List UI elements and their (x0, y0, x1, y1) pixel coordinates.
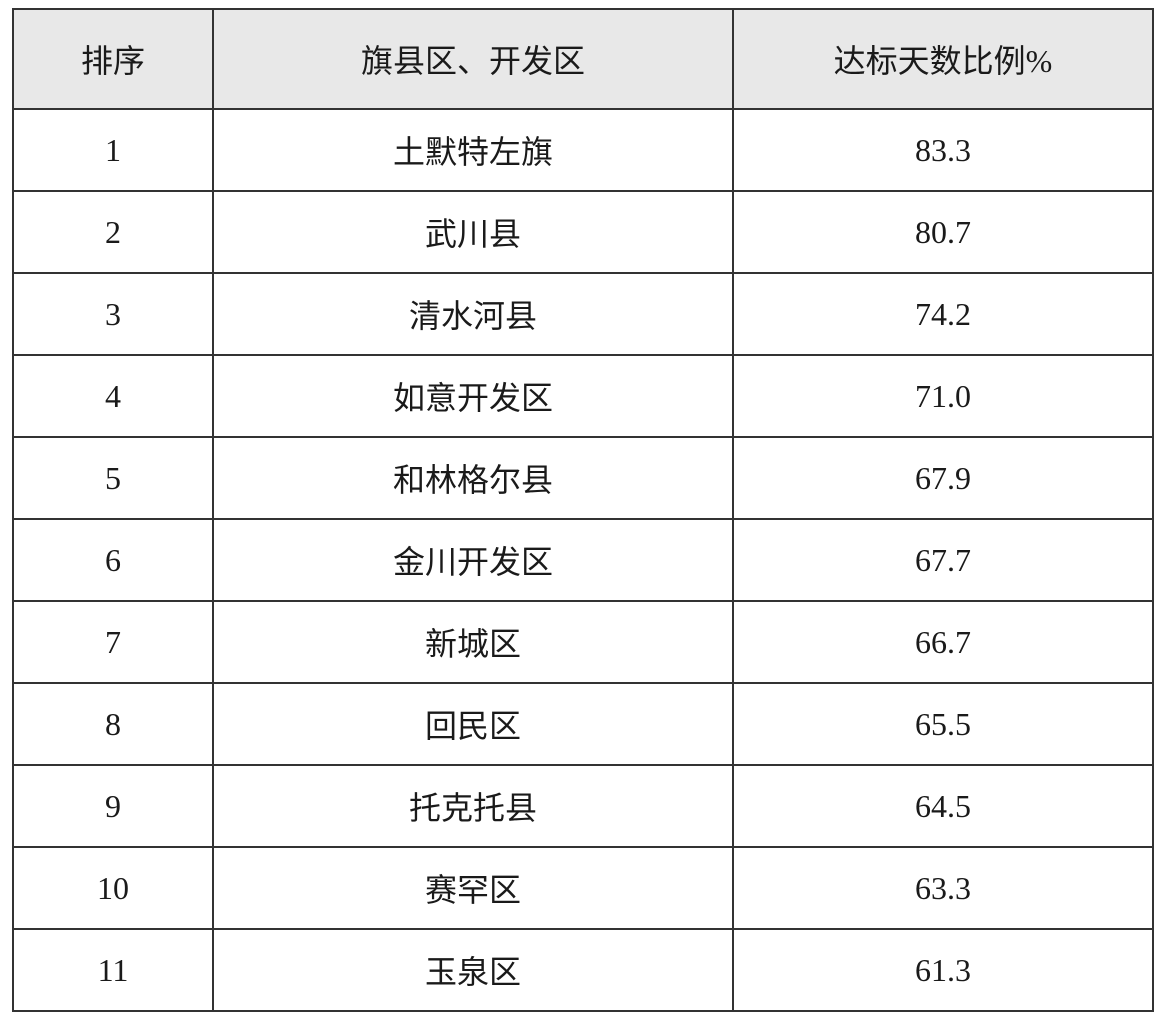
table-row: 7 新城区 66.7 (13, 601, 1153, 683)
cell-rank: 9 (13, 765, 213, 847)
table-row: 9 托克托县 64.5 (13, 765, 1153, 847)
cell-name: 和林格尔县 (213, 437, 733, 519)
table-body: 1 土默特左旗 83.3 2 武川县 80.7 3 清水河县 74.2 4 如意… (13, 109, 1153, 1011)
cell-pct: 83.3 (733, 109, 1153, 191)
cell-rank: 4 (13, 355, 213, 437)
header-rank: 排序 (13, 9, 213, 109)
cell-pct: 80.7 (733, 191, 1153, 273)
cell-rank: 5 (13, 437, 213, 519)
table-row: 6 金川开发区 67.7 (13, 519, 1153, 601)
cell-pct: 67.9 (733, 437, 1153, 519)
cell-rank: 10 (13, 847, 213, 929)
cell-name: 金川开发区 (213, 519, 733, 601)
cell-rank: 7 (13, 601, 213, 683)
cell-name: 赛罕区 (213, 847, 733, 929)
cell-rank: 1 (13, 109, 213, 191)
cell-pct: 66.7 (733, 601, 1153, 683)
header-name: 旗县区、开发区 (213, 9, 733, 109)
table-row: 4 如意开发区 71.0 (13, 355, 1153, 437)
table-row: 5 和林格尔县 67.9 (13, 437, 1153, 519)
table-row: 2 武川县 80.7 (13, 191, 1153, 273)
cell-pct: 74.2 (733, 273, 1153, 355)
cell-pct: 65.5 (733, 683, 1153, 765)
cell-rank: 6 (13, 519, 213, 601)
cell-rank: 8 (13, 683, 213, 765)
cell-pct: 61.3 (733, 929, 1153, 1011)
cell-rank: 11 (13, 929, 213, 1011)
cell-pct: 71.0 (733, 355, 1153, 437)
cell-name: 武川县 (213, 191, 733, 273)
cell-name: 新城区 (213, 601, 733, 683)
ranking-table: 排序 旗县区、开发区 达标天数比例% 1 土默特左旗 83.3 2 武川县 80… (12, 8, 1154, 1012)
cell-name: 清水河县 (213, 273, 733, 355)
cell-pct: 67.7 (733, 519, 1153, 601)
header-pct: 达标天数比例% (733, 9, 1153, 109)
table-header-row: 排序 旗县区、开发区 达标天数比例% (13, 9, 1153, 109)
table-row: 3 清水河县 74.2 (13, 273, 1153, 355)
cell-rank: 2 (13, 191, 213, 273)
table-row: 10 赛罕区 63.3 (13, 847, 1153, 929)
table-row: 8 回民区 65.5 (13, 683, 1153, 765)
cell-name: 回民区 (213, 683, 733, 765)
cell-name: 托克托县 (213, 765, 733, 847)
table-row: 1 土默特左旗 83.3 (13, 109, 1153, 191)
ranking-table-container: 排序 旗县区、开发区 达标天数比例% 1 土默特左旗 83.3 2 武川县 80… (12, 8, 1152, 1012)
cell-name: 如意开发区 (213, 355, 733, 437)
cell-rank: 3 (13, 273, 213, 355)
cell-pct: 64.5 (733, 765, 1153, 847)
cell-pct: 63.3 (733, 847, 1153, 929)
cell-name: 玉泉区 (213, 929, 733, 1011)
cell-name: 土默特左旗 (213, 109, 733, 191)
table-row: 11 玉泉区 61.3 (13, 929, 1153, 1011)
table-header: 排序 旗县区、开发区 达标天数比例% (13, 9, 1153, 109)
